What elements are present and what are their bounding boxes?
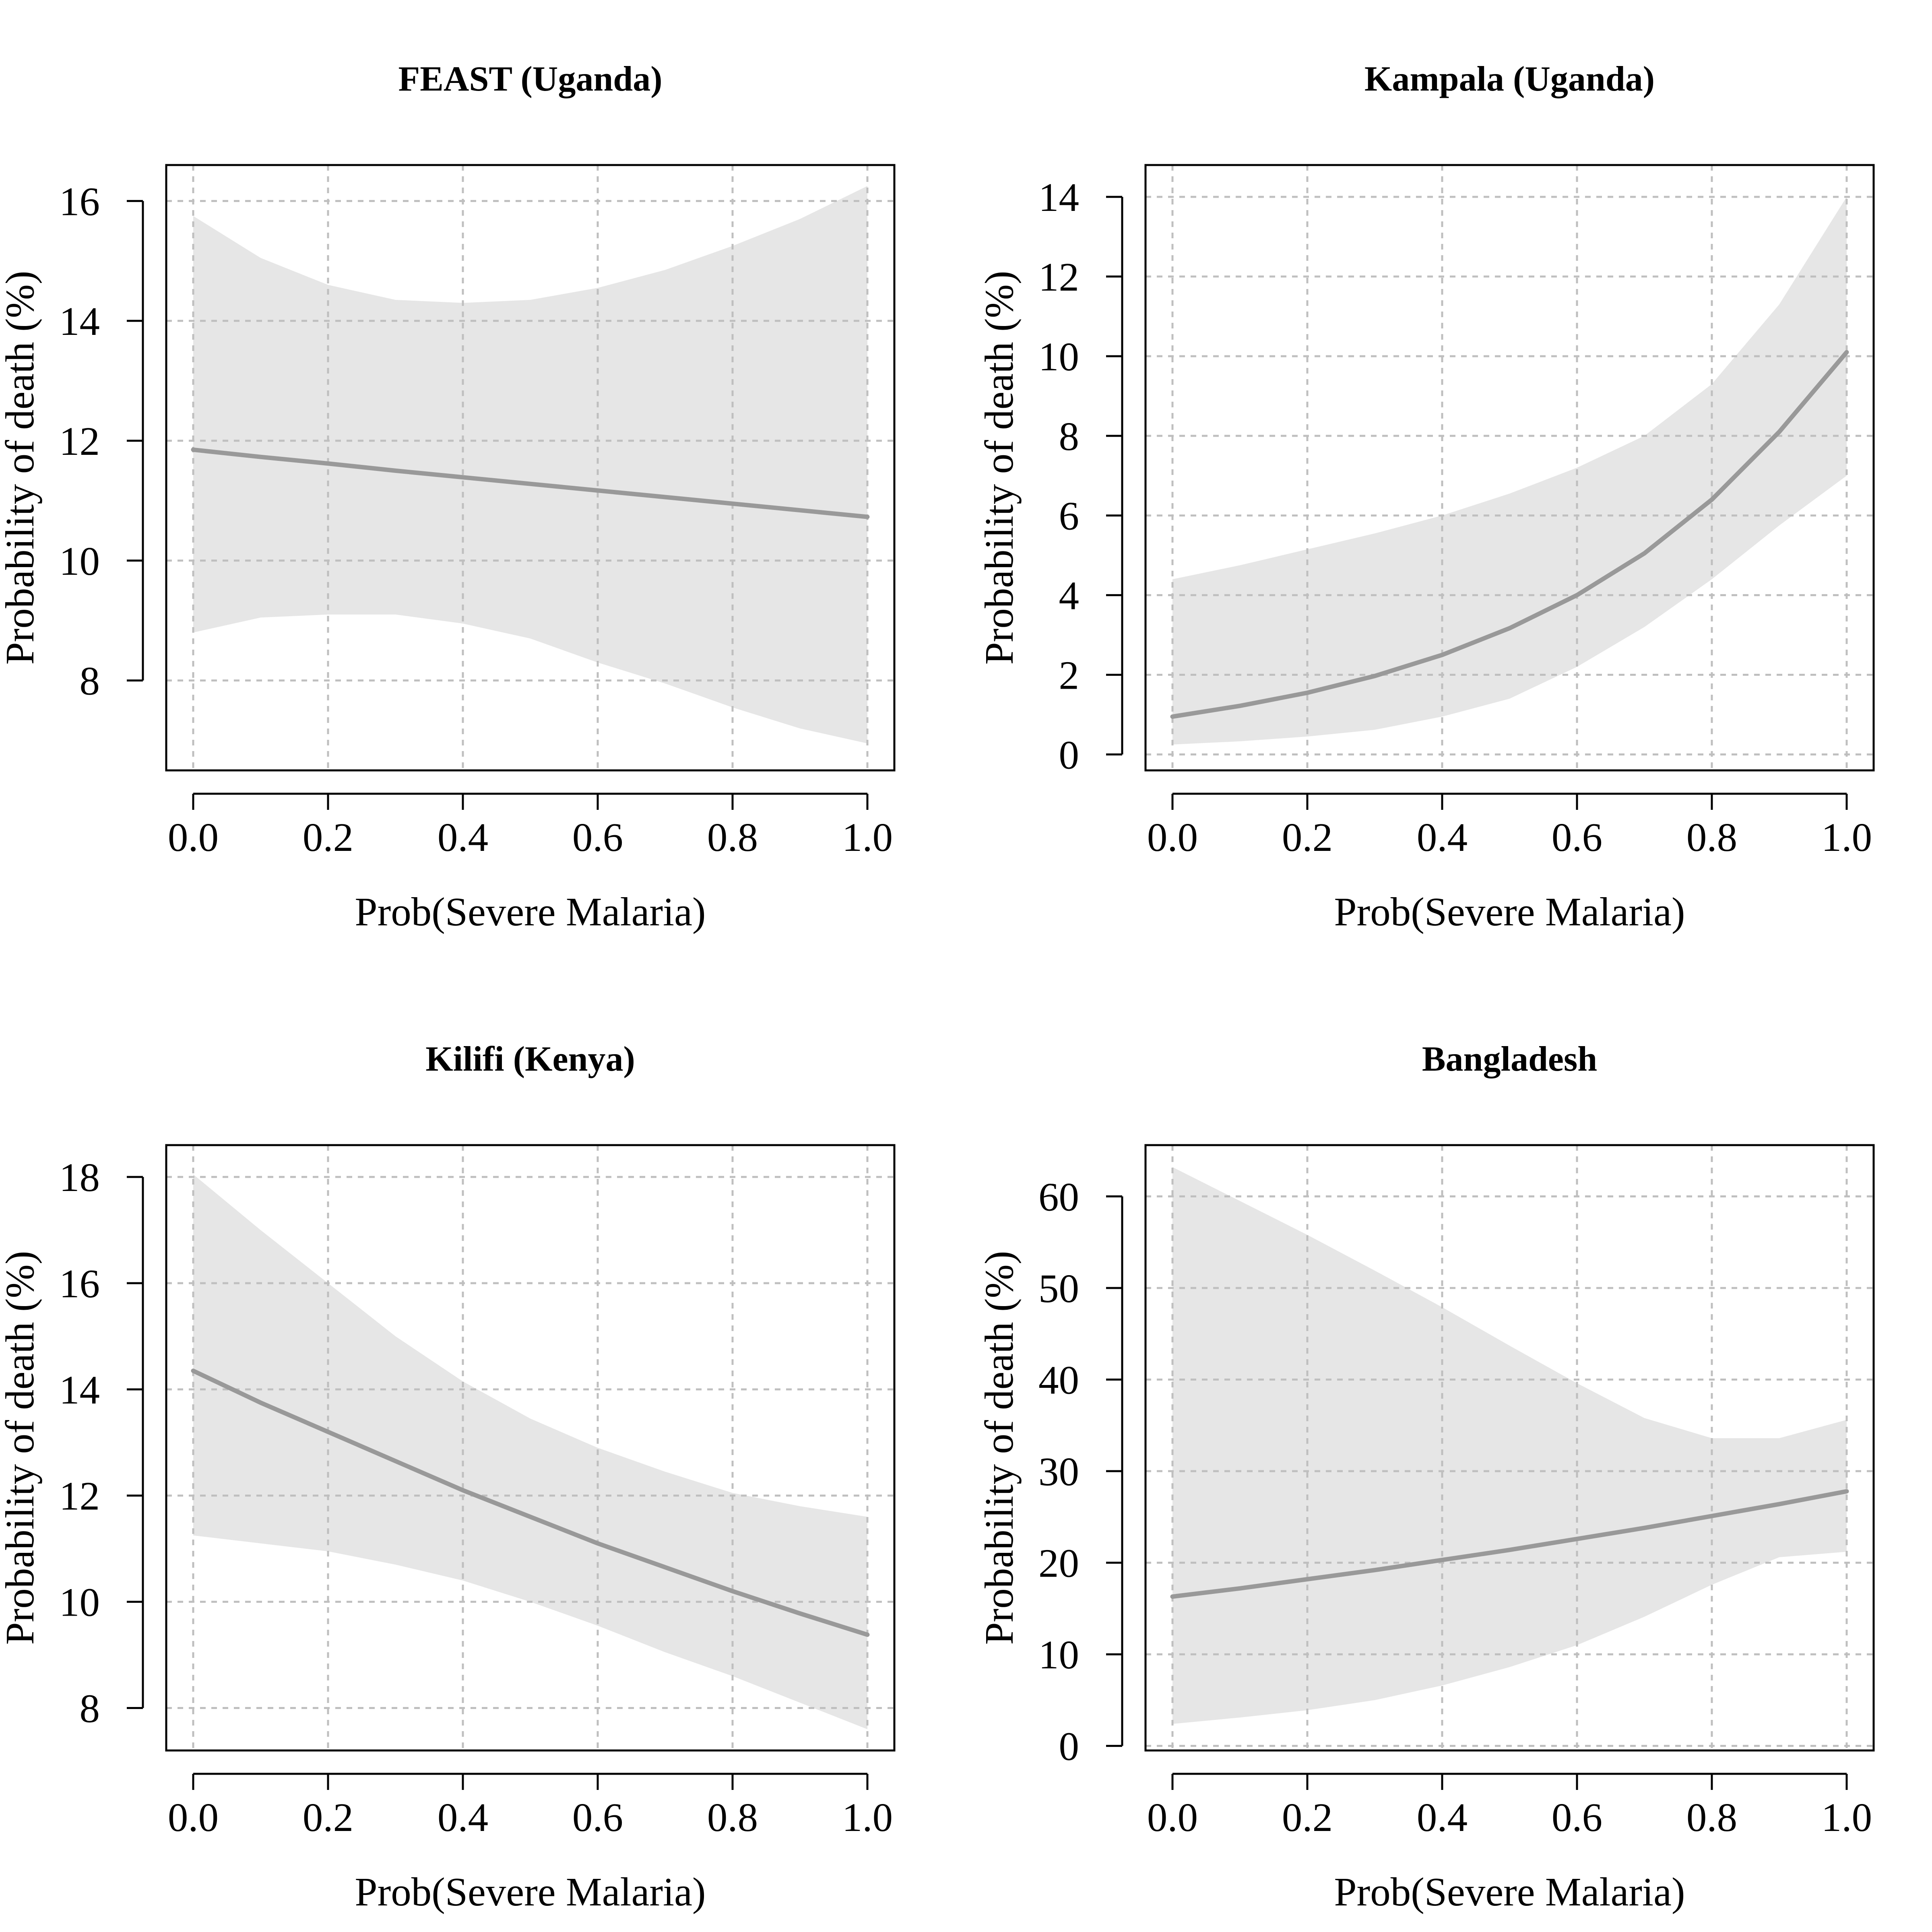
x-tick-label: 0.4 xyxy=(1417,1795,1468,1840)
y-axis-label: Probability of death (%) xyxy=(0,271,42,665)
x-tick-label: 0.6 xyxy=(1552,815,1602,860)
y-tick-label: 0 xyxy=(1059,1724,1080,1769)
x-tick-label: 0.2 xyxy=(1282,1795,1333,1840)
chart-title: Kilifi (Kenya) xyxy=(425,1040,635,1079)
x-tick-label: 0.6 xyxy=(572,1795,623,1840)
y-tick-label: 2 xyxy=(1059,653,1080,698)
x-tick-label: 1.0 xyxy=(1821,815,1872,860)
y-tick-label: 14 xyxy=(59,299,100,344)
x-tick-label: 0.2 xyxy=(303,1795,353,1840)
y-tick-label: 30 xyxy=(1038,1449,1079,1494)
plot-frame xyxy=(1144,164,1875,772)
chart-title: FEAST (Uganda) xyxy=(398,60,662,99)
series-line xyxy=(191,1368,870,1637)
y-tick-label: 10 xyxy=(59,1580,100,1625)
series-line xyxy=(191,447,870,519)
confidence-band xyxy=(1172,1167,1847,1724)
y-tick-label: 0 xyxy=(1059,732,1080,777)
x-tick-label: 0.4 xyxy=(1417,815,1468,860)
x-tick-label: 0.4 xyxy=(438,1795,488,1840)
x-tick-label: 1.0 xyxy=(842,815,893,860)
chart-title: Kampala (Uganda) xyxy=(1364,60,1655,99)
x-tick-label: 0.8 xyxy=(707,815,758,860)
y-tick-label: 10 xyxy=(1038,1632,1079,1677)
y-tick-label: 8 xyxy=(1059,414,1080,459)
x-tick-label: 1.0 xyxy=(1821,1795,1872,1840)
x-axis-label: Prob(Severe Malaria) xyxy=(1334,889,1685,934)
x-axis-label: Prob(Severe Malaria) xyxy=(1334,1869,1685,1914)
y-tick-label: 20 xyxy=(1038,1541,1079,1586)
y-tick-label: 10 xyxy=(1038,334,1079,379)
x-tick-label: 0.2 xyxy=(1282,815,1333,860)
plot-frame xyxy=(165,1144,896,1752)
confidence-band xyxy=(193,1174,867,1730)
x-tick-label: 0.8 xyxy=(1686,1795,1737,1840)
plot-frame xyxy=(165,164,896,772)
x-axis-label: Prob(Severe Malaria) xyxy=(355,1869,706,1914)
x-tick-label: 0.6 xyxy=(572,815,623,860)
x-tick-label: 0.0 xyxy=(1147,1795,1198,1840)
x-tick-label: 0.2 xyxy=(303,815,353,860)
y-tick-label: 4 xyxy=(1059,573,1080,618)
x-tick-label: 0.0 xyxy=(1147,815,1198,860)
y-tick-label: 14 xyxy=(1038,175,1079,220)
y-tick-label: 8 xyxy=(80,1686,100,1731)
y-tick-label: 12 xyxy=(59,419,100,464)
series-line xyxy=(1170,1489,1849,1599)
y-tick-label: 10 xyxy=(59,539,100,584)
x-tick-label: 0.4 xyxy=(438,815,488,860)
y-tick-label: 16 xyxy=(59,179,100,224)
y-tick-label: 12 xyxy=(1038,254,1079,299)
plot-frame xyxy=(1144,1144,1875,1752)
y-tick-label: 16 xyxy=(59,1261,100,1306)
chart-panel-1: 0.0 0.2 0.4 0.6 0.8 1.0 8 10 12 14 16 FEAST (Uganda… xyxy=(0,60,896,934)
chart-panel-3: 0.0 0.2 0.4 0.6 0.8 1.0 8 10 12 14 16 18 Kilifi (Ken… xyxy=(0,1040,896,1914)
x-tick-label: 1.0 xyxy=(842,1795,893,1840)
x-tick-label: 0.0 xyxy=(168,1795,219,1840)
x-tick-label: 0.8 xyxy=(1686,815,1737,860)
x-axis-label: Prob(Severe Malaria) xyxy=(355,889,706,934)
x-tick-label: 0.8 xyxy=(707,1795,758,1840)
y-tick-label: 40 xyxy=(1038,1357,1079,1402)
confidence-band xyxy=(1172,197,1847,745)
y-axis-label: Probability of death (%) xyxy=(976,1251,1022,1645)
y-tick-label: 60 xyxy=(1038,1174,1079,1219)
y-axis-label: Probability of death (%) xyxy=(976,271,1022,665)
x-tick-label: 0.6 xyxy=(1552,1795,1602,1840)
chart-title: Bangladesh xyxy=(1422,1040,1597,1079)
y-tick-label: 14 xyxy=(59,1367,100,1412)
series-line xyxy=(1170,350,1849,719)
chart-panel-4: 0.0 0.2 0.4 0.6 0.8 1.0 0 10 20 30 40 50 60 Banglades… xyxy=(976,1040,1875,1914)
y-tick-label: 6 xyxy=(1059,493,1080,539)
y-tick-label: 18 xyxy=(59,1155,100,1200)
y-tick-label: 50 xyxy=(1038,1266,1079,1311)
y-tick-label: 8 xyxy=(80,658,100,704)
y-axis-label: Probability of death (%) xyxy=(0,1251,42,1645)
chart-panel-2: 0.0 0.2 0.4 0.6 0.8 1.0 0 2 4 6 8 10 12 14 Kampala (Ug… xyxy=(976,60,1875,934)
y-tick-label: 12 xyxy=(59,1474,100,1519)
confidence-band xyxy=(193,186,867,744)
x-tick-label: 0.0 xyxy=(168,815,219,860)
